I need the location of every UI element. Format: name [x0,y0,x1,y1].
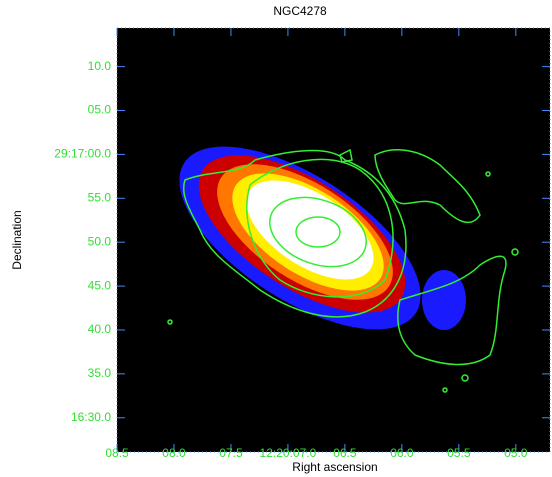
y-axis-label: Declination [10,210,24,269]
y-tick-label: 55.0 [88,190,112,204]
y-tick-label: 05.0 [88,103,112,117]
y-tick-label: 35.0 [88,366,112,380]
y-tick-label: 29:17:00.0 [54,147,111,161]
x-tick-label: 07.5 [219,446,243,460]
x-axis-label: Right ascension [292,460,377,474]
y-tick-label: 16:30.0 [71,410,111,424]
x-tick-label: 06.5 [333,446,357,460]
y-tick-label: 40.0 [88,322,112,336]
x-tick-label: 08.5 [105,446,129,460]
x-tick-label: 05.0 [504,446,528,460]
chart: NGC4278 Right ascension Declination 08.5… [0,0,552,477]
x-tick-label: 05.5 [447,446,471,460]
chart-title: NGC4278 [273,4,327,18]
x-tick-label: 12:20:07.0 [260,446,317,460]
x-tick-label: 08.0 [162,446,186,460]
y-tick-label: 45.0 [88,278,112,292]
y-tick-label: 50.0 [88,234,112,248]
x-tick-label: 06.0 [390,446,414,460]
y-tick-label: 10.0 [88,59,112,73]
